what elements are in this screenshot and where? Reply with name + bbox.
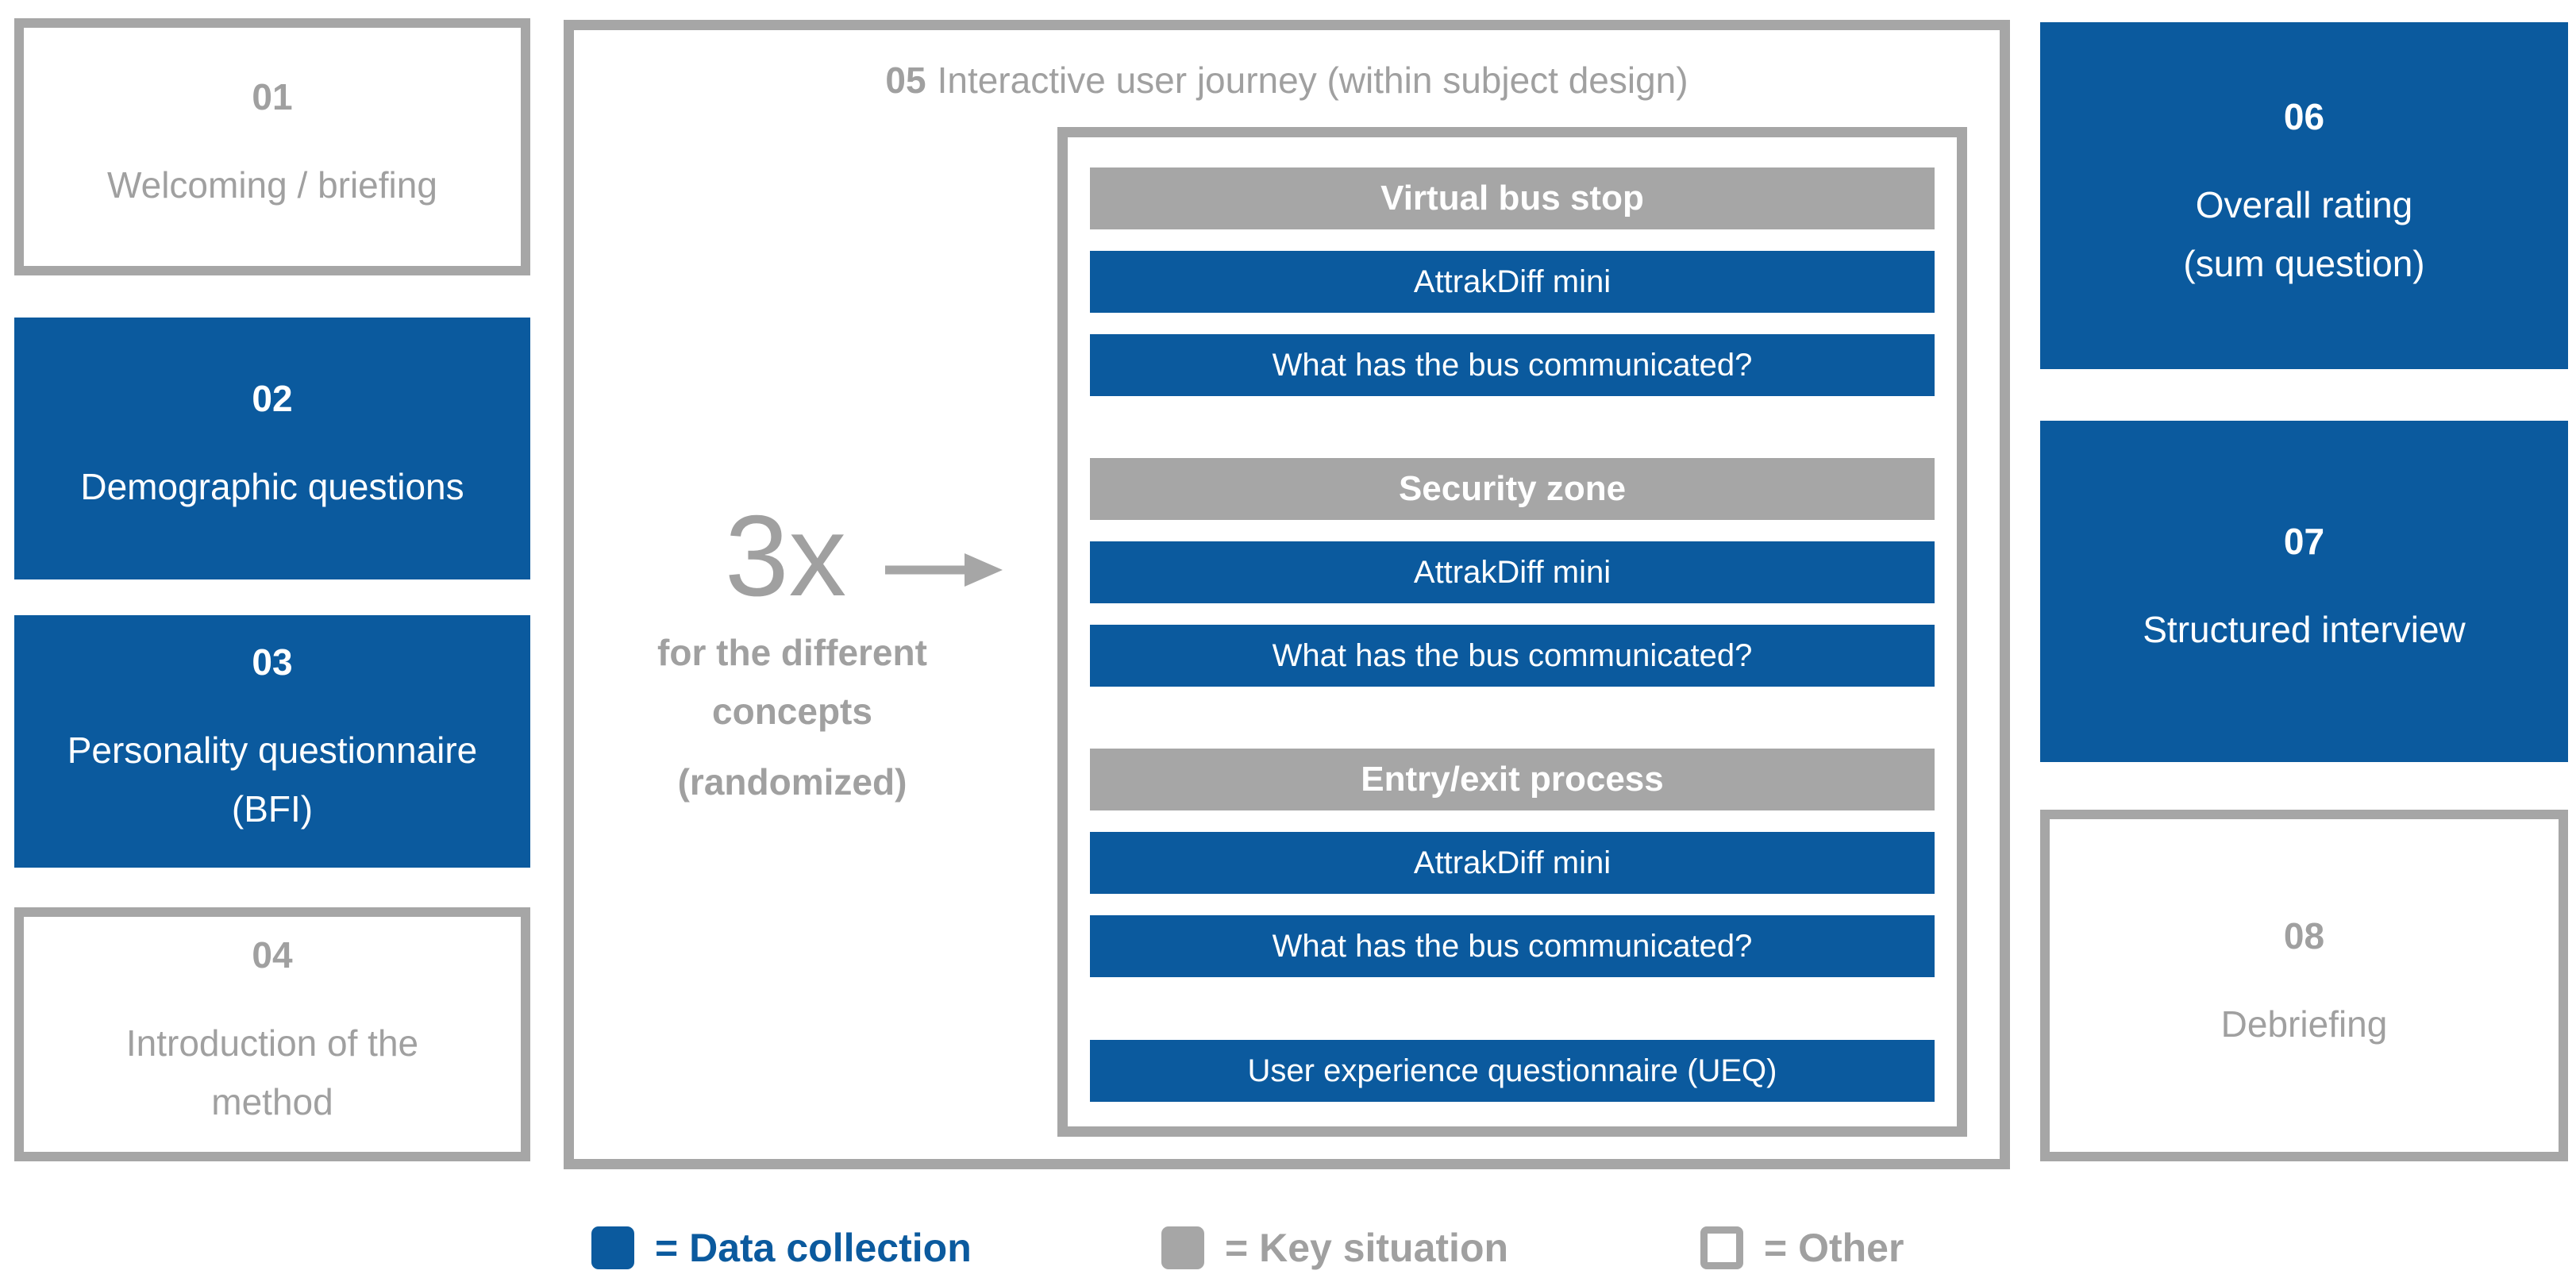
- step-box-03-personality: 03 Personality questionnaire (BFI): [14, 615, 530, 868]
- legend-item-other: = Other: [1700, 1225, 1904, 1271]
- step-box-04-introduction: 04 Introduction of the method: [14, 907, 530, 1161]
- step-number: 08: [2283, 914, 2325, 957]
- questionnaire-bar: What has the bus communicated?: [1090, 625, 1935, 687]
- repeat-description: for the different concepts (randomized): [606, 624, 979, 812]
- legend-label: = Key situation: [1225, 1226, 1509, 1270]
- questionnaire-bar: What has the bus communicated?: [1090, 334, 1935, 396]
- questionnaire-bar: AttrakDiff mini: [1090, 251, 1935, 313]
- key-situation-swatch-icon: [1161, 1226, 1204, 1269]
- step-box-08-debriefing: 08 Debriefing: [2040, 810, 2568, 1161]
- step-label: Welcoming / briefing: [107, 164, 437, 206]
- step-number: 01: [252, 76, 293, 118]
- step-label: Personality questionnaire (BFI): [67, 730, 478, 830]
- step-number: 06: [2283, 95, 2325, 137]
- step-box-02-demographic: 02 Demographic questions: [14, 318, 530, 579]
- key-situation-header: Entry/exit process: [1090, 749, 1935, 810]
- questionnaire-bar: AttrakDiff mini: [1090, 832, 1935, 894]
- key-situation-header: Security zone: [1090, 458, 1935, 520]
- legend-item-key-situation: = Key situation: [1161, 1225, 1508, 1271]
- questionnaire-bar: What has the bus communicated?: [1090, 915, 1935, 977]
- journey-title: 05 Interactive user journey (within subje…: [574, 59, 2000, 102]
- step-number: 02: [252, 378, 293, 420]
- step-label: Demographic questions: [80, 466, 464, 508]
- step-box-05-user-journey-panel: 05 Interactive user journey (within subje…: [564, 20, 2010, 1169]
- step-number: 04: [252, 934, 293, 976]
- legend-item-data-collection: = Data collection: [591, 1225, 972, 1271]
- other-swatch-icon: [1700, 1226, 1743, 1269]
- legend-label: = Other: [1764, 1226, 1904, 1270]
- questionnaire-bar: AttrakDiff mini: [1090, 541, 1935, 603]
- step-label: Introduction of the method: [125, 1022, 419, 1122]
- repeat-description-line1: for the different concepts: [657, 632, 927, 732]
- legend-label: = Data collection: [655, 1226, 972, 1270]
- key-situations-panel: Virtual bus stop AttrakDiff mini What ha…: [1057, 127, 1967, 1137]
- journey-title-text: Interactive user journey (within subject…: [937, 60, 1688, 101]
- key-situation-header: Virtual bus stop: [1090, 167, 1935, 229]
- step-label: Structured interview: [2143, 609, 2466, 651]
- step-box-07-structured-interview: 07 Structured interview: [2040, 421, 2568, 762]
- questionnaire-bar-ueq: User experience questionnaire (UEQ): [1090, 1040, 1935, 1102]
- step-label: Overall rating (sum question): [2183, 183, 2425, 284]
- data-collection-swatch-icon: [591, 1226, 634, 1269]
- step-number: 05: [885, 60, 926, 101]
- step-number: 03: [252, 641, 293, 683]
- repeat-description-line2: (randomized): [677, 761, 907, 803]
- step-number: 07: [2283, 521, 2325, 563]
- step-box-06-overall-rating: 06 Overall rating (sum question): [2040, 22, 2568, 369]
- step-box-01-welcoming: 01 Welcoming / briefing: [14, 18, 530, 275]
- step-label: Debriefing: [2220, 1003, 2388, 1045]
- right-arrow-icon: [885, 553, 1003, 587]
- repeat-3x-label: 3x: [725, 491, 847, 620]
